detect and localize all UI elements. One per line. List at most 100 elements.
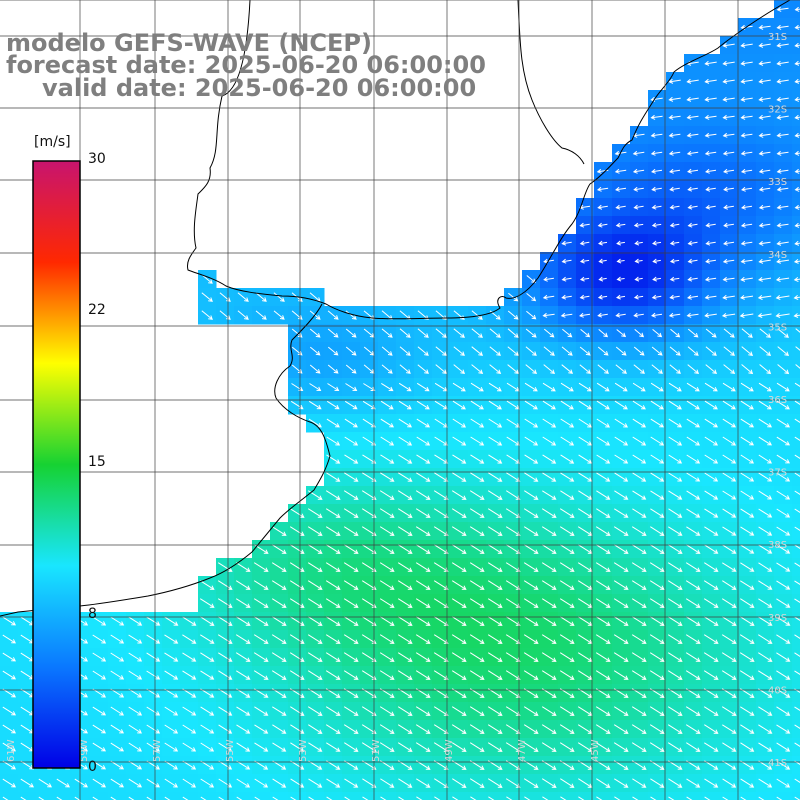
wind-arrow xyxy=(794,472,800,477)
wind-arrow xyxy=(487,706,503,716)
wind-arrow xyxy=(775,295,790,300)
wind-arrow xyxy=(595,616,611,626)
wind-cell xyxy=(198,792,217,800)
wind-cell xyxy=(594,792,613,800)
wind-arrow xyxy=(505,652,521,662)
wind-arrow xyxy=(506,490,521,500)
wind-arrow xyxy=(327,346,339,356)
wind-arrow xyxy=(740,796,747,800)
wind-arrow xyxy=(722,796,729,800)
wind-arrow xyxy=(505,598,521,608)
wind-arrow xyxy=(361,562,377,572)
wind-arrow xyxy=(667,544,683,554)
lon-label: 59W xyxy=(79,739,90,762)
wind-arrow xyxy=(128,778,143,788)
wind-arrow xyxy=(777,328,789,338)
wind-arrow xyxy=(380,472,395,482)
wind-arrow xyxy=(686,526,701,536)
wind-arrow xyxy=(686,544,701,554)
wind-arrow xyxy=(685,634,701,644)
wind-arrow xyxy=(325,544,341,554)
wind-arrow xyxy=(343,652,359,662)
wind-arrow xyxy=(379,508,395,518)
wind-arrow xyxy=(200,670,215,680)
wind-arrow xyxy=(613,562,629,572)
wind-arrow xyxy=(541,670,557,680)
wind-arrow xyxy=(722,724,737,734)
wind-cell xyxy=(0,792,19,800)
wind-arrow xyxy=(469,652,485,662)
wind-arrow xyxy=(290,796,297,800)
wind-arrow xyxy=(307,652,323,662)
wind-arrow xyxy=(506,454,521,464)
wind-arrow xyxy=(740,472,755,482)
wind-arrow xyxy=(505,544,521,554)
wind-arrow xyxy=(740,778,755,788)
wind-cell xyxy=(792,576,800,595)
wind-arrow xyxy=(362,778,377,788)
coastline xyxy=(187,0,791,320)
wind-arrow xyxy=(505,616,521,626)
wind-arrow xyxy=(541,562,557,572)
wind-arrow xyxy=(722,150,735,156)
wind-arrow xyxy=(668,526,683,536)
wind-arrow xyxy=(505,724,521,734)
wind-arrow xyxy=(667,742,683,752)
wind-arrow xyxy=(2,778,17,788)
wind-arrow xyxy=(325,526,341,536)
wind-arrow xyxy=(344,796,351,800)
wind-arrow xyxy=(616,294,626,300)
wind-arrow xyxy=(524,454,539,464)
wind-arrow xyxy=(433,616,449,626)
wind-arrow xyxy=(685,724,701,734)
wind-arrow xyxy=(201,274,213,284)
wind-arrow xyxy=(669,258,680,264)
wind-arrow xyxy=(451,742,467,752)
wind-arrow xyxy=(182,670,197,680)
lon-label: 45W xyxy=(590,739,601,762)
wind-arrow xyxy=(92,724,107,734)
wind-arrow xyxy=(397,562,413,572)
wind-cell xyxy=(234,792,253,800)
wind-arrow xyxy=(740,222,753,228)
wind-arrow xyxy=(289,670,305,680)
wind-arrow xyxy=(289,598,305,608)
wind-arrow xyxy=(631,706,647,716)
wind-arrow xyxy=(776,472,791,482)
wind-arrow xyxy=(632,168,645,174)
wind-arrow xyxy=(650,526,665,536)
wind-arrow xyxy=(578,400,592,410)
wind-arrow xyxy=(595,580,611,590)
wind-arrow xyxy=(451,634,467,644)
wind-arrow xyxy=(433,652,449,662)
wind-arrow xyxy=(596,778,611,788)
wind-arrow xyxy=(469,742,485,752)
wind-arrow xyxy=(505,670,521,680)
wind-arrow xyxy=(739,616,755,626)
wind-arrow xyxy=(616,240,625,246)
colorbar-tick-0: 0 xyxy=(88,759,97,775)
wind-arrow xyxy=(597,294,608,300)
wind-arrow xyxy=(398,436,413,446)
wind-arrow xyxy=(523,616,539,626)
wind-cell xyxy=(378,792,397,800)
wind-arrow xyxy=(38,796,45,800)
wind-arrow xyxy=(777,346,790,357)
wind-arrow xyxy=(236,724,251,734)
wind-arrow xyxy=(794,168,800,174)
wind-arrow xyxy=(686,400,700,410)
wind-arrow xyxy=(613,724,629,734)
wind-arrow xyxy=(525,346,537,356)
wind-arrow xyxy=(631,580,647,590)
wind-arrow xyxy=(758,526,773,536)
wind-arrow xyxy=(398,382,412,392)
wind-arrow xyxy=(525,364,538,375)
wind-arrow xyxy=(542,454,557,464)
wind-arrow xyxy=(794,454,800,459)
wind-arrow xyxy=(631,616,647,626)
wind-arrow xyxy=(110,634,125,644)
wind-cell xyxy=(342,792,361,800)
wind-arrow xyxy=(289,562,305,572)
wind-arrow xyxy=(758,418,773,428)
